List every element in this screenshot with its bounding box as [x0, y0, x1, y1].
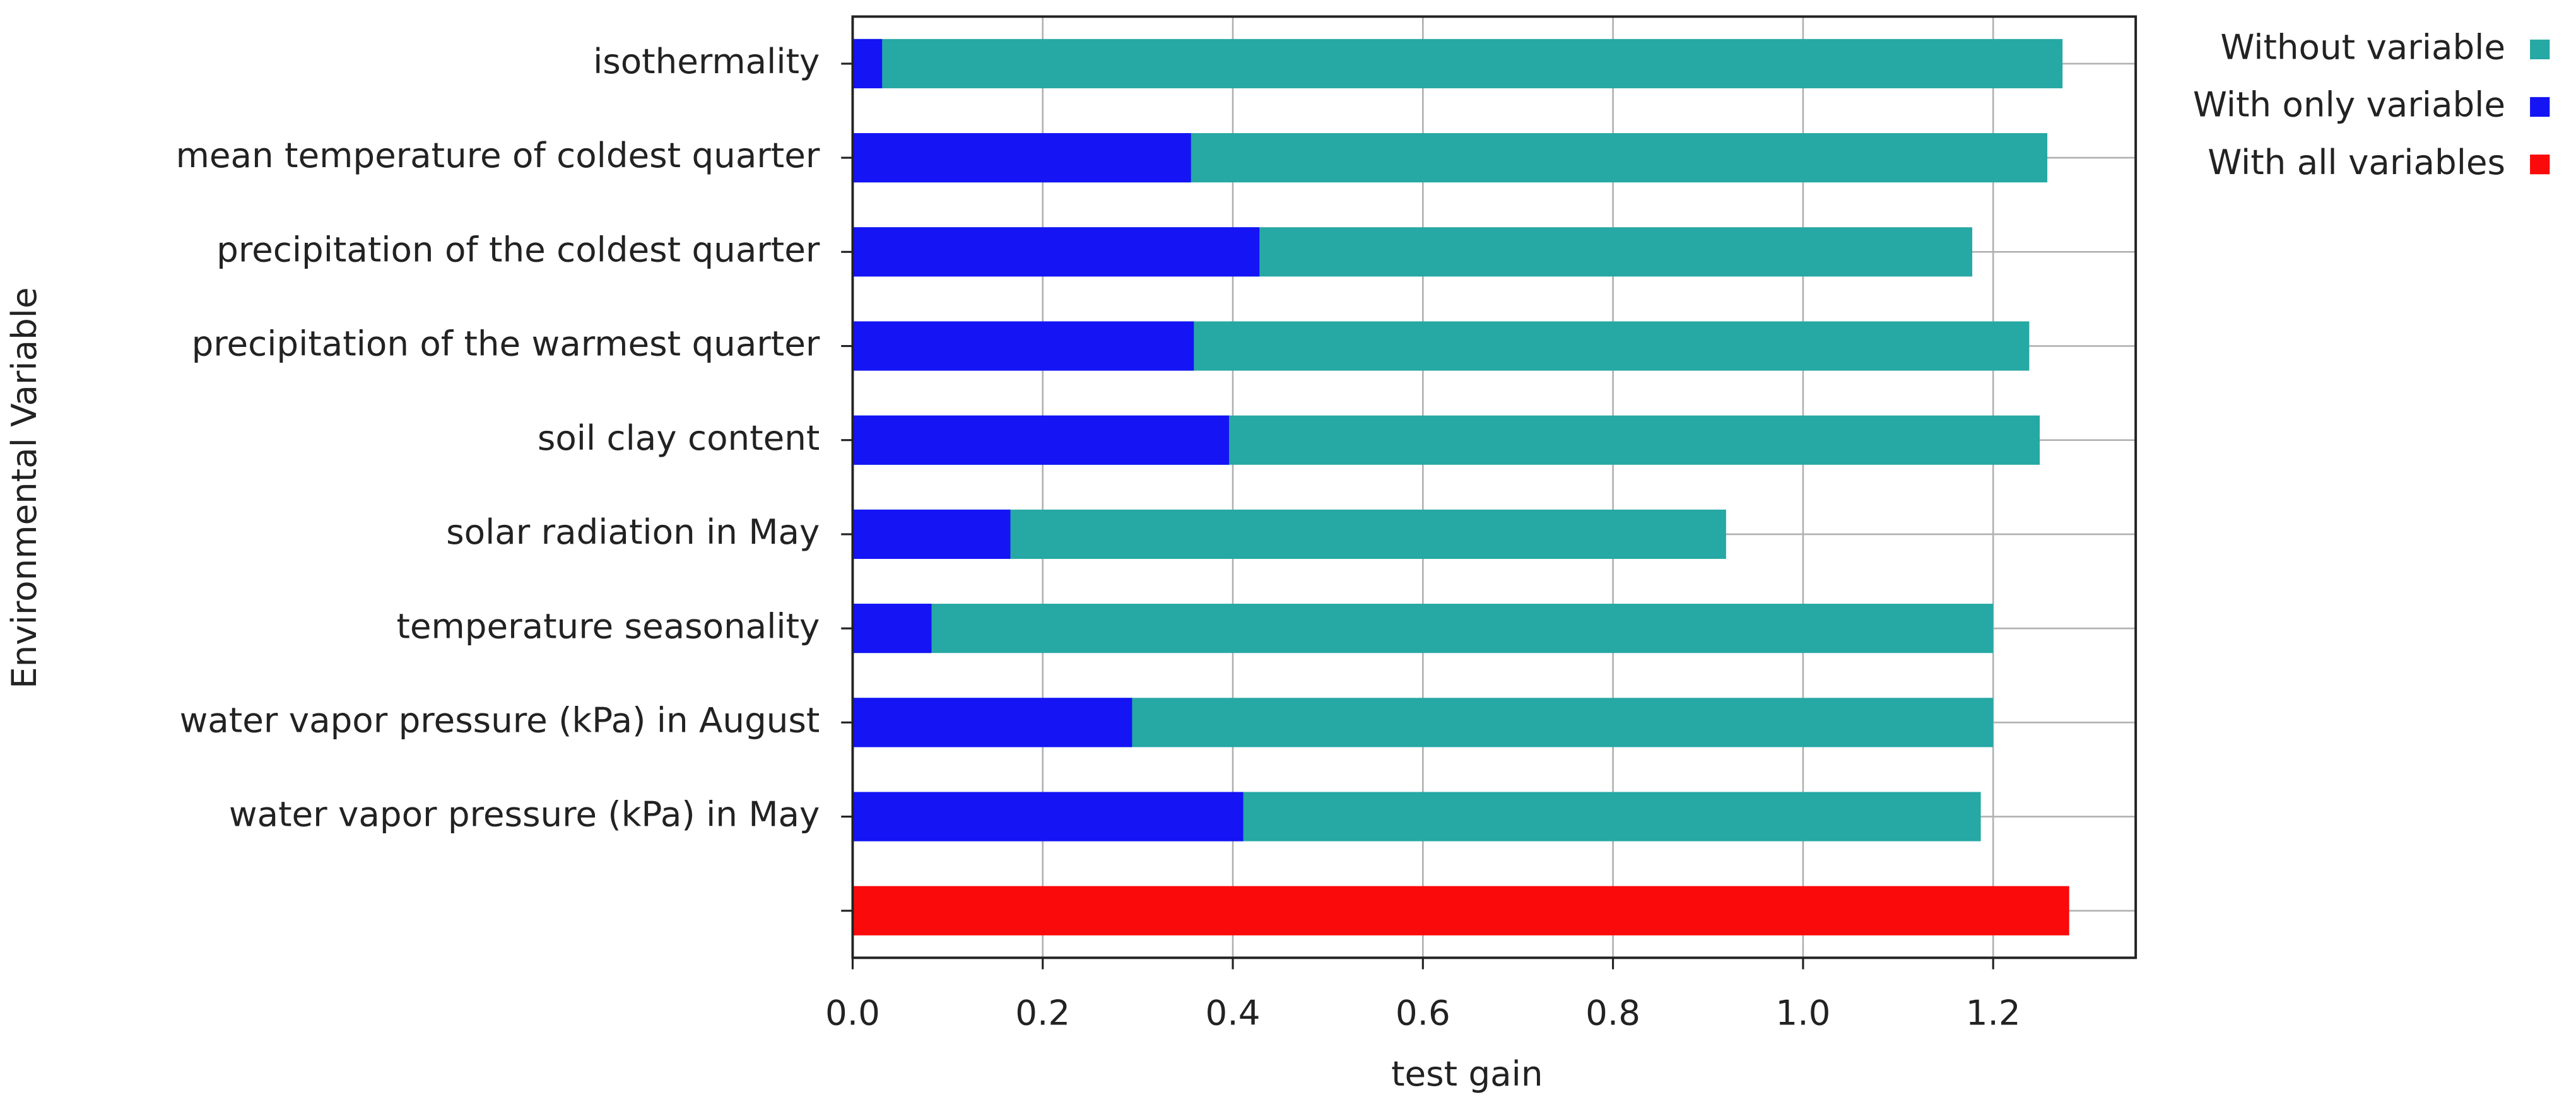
bar	[852, 792, 1244, 841]
y-tick-label: precipitation of the coldest quarter	[216, 229, 820, 269]
y-tick-label: soil clay content	[538, 418, 820, 458]
y-tick-label: water vapor pressure (kPa) in May	[229, 794, 820, 835]
y-tick-label: isothermality	[593, 41, 820, 81]
bar	[852, 415, 1230, 465]
bar	[852, 698, 1132, 748]
x-axis-title: test gain	[1391, 1053, 1543, 1094]
bar	[852, 604, 1994, 654]
legend-swatch	[2530, 39, 2550, 60]
bar	[852, 133, 1191, 183]
bar	[852, 604, 932, 654]
bar	[852, 38, 883, 88]
y-tick-label: temperature seasonality	[396, 606, 820, 646]
x-tick-label: 0.0	[825, 993, 880, 1033]
x-tick-label: 0.2	[1015, 993, 1070, 1033]
plot-frame	[851, 15, 2138, 959]
y-tick-label: solar radiation in May	[446, 512, 820, 552]
bar	[852, 509, 1011, 559]
bar	[852, 886, 2069, 935]
x-tick-label: 0.6	[1396, 993, 1450, 1033]
bar	[852, 321, 1194, 371]
x-tick-label: 0.8	[1585, 993, 1640, 1033]
x-tick-label: 1.0	[1775, 993, 1830, 1033]
legend-label: Without variable	[2220, 27, 2505, 67]
bar	[852, 227, 1260, 277]
x-tick-label: 0.4	[1206, 993, 1261, 1033]
legend-label: With all variables	[2208, 142, 2505, 182]
legend-label: With only variable	[2193, 85, 2505, 125]
y-axis-title: Environmental Variable	[4, 287, 44, 689]
y-tick-label: water vapor pressure (kPa) in August	[180, 700, 820, 740]
legend-swatch	[2530, 97, 2550, 117]
y-tick-label: precipitation of the warmest quarter	[192, 324, 820, 364]
bar	[852, 38, 2063, 88]
legend-swatch	[2530, 155, 2550, 175]
x-tick-label: 1.2	[1966, 993, 2021, 1033]
y-tick-label: mean temperature of coldest quarter	[176, 135, 820, 175]
